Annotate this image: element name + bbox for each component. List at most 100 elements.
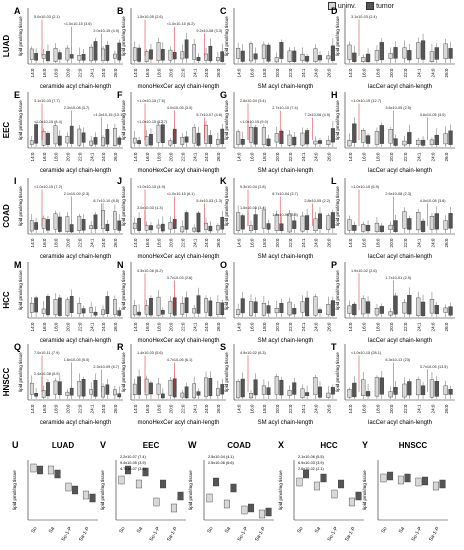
x-tick-label: 26:0 [216,404,221,413]
box-uninv [168,140,173,146]
box-tumor [279,303,284,313]
panel-title: LUAD [52,441,74,450]
box-tumor [72,485,79,495]
box-uninv [374,308,380,316]
box-uninv [361,224,366,232]
box-tumor [93,214,98,230]
x-tick-label: 26:0 [444,404,449,413]
p-value-annotation: 2.8x10-05 (2.2) [304,199,330,203]
box-uninv [249,127,254,143]
box-uninv [29,302,34,313]
box-tumor [266,387,271,395]
box-uninv [53,380,58,395]
box-uninv [41,390,46,398]
box-uninv [287,390,292,396]
x-tick-label: Sa [314,526,322,534]
box-uninv [135,479,142,489]
box-tumor [196,57,201,61]
x-tick-label: So [30,526,38,534]
box-tumor [279,223,284,231]
box-uninv [216,388,220,396]
x-tick-label: 24:0 [204,238,209,247]
box-uninv [402,211,407,229]
box-tumor [160,223,165,232]
x-tick-label: 24:0 [314,404,319,413]
box-uninv [249,225,254,231]
x-tick-label: 22:0 [77,322,82,331]
x-tick-label: 20:0 [275,322,280,331]
box-tumor [379,306,384,314]
x-tick-label: 14:0 [30,404,35,413]
x-tick-label: 14:0 [236,404,241,413]
y-axis-label: lipid pmol/mg tissue [18,100,23,140]
x-tick-label: 22:0 [403,152,408,161]
box-uninv [236,131,241,145]
y-axis-label: lipid pmol/mg tissue [335,16,340,56]
x-tick-label: 26:0 [327,322,332,331]
box-uninv [416,42,421,59]
box-tumor [117,42,122,61]
x-tick-label: So [380,526,388,534]
box-tumor [196,295,201,314]
y-axis-label: lipid pmol/mg tissue [18,16,23,56]
x-tick-label: So-1-P [61,525,74,542]
x-tick-label: 24:1 [192,68,197,77]
box-uninv [65,299,70,316]
box-tumor [93,137,98,145]
box-uninv [361,57,366,62]
x-tick-label: 14:0 [236,322,241,331]
x-tick-label: 24:0 [204,322,209,331]
x-tick-label: 24:0 [430,404,435,413]
x-tick-label: 14:0 [348,322,353,331]
box-uninv [374,50,380,61]
box-tumor [434,305,439,315]
box-tumor [253,127,258,145]
x-axis-label: ceramide acyl chain-length [40,338,111,344]
x-tick-label: 16:0 [145,322,150,331]
box-uninv [192,383,197,399]
x-tick-label: So [296,526,304,534]
box-tumor [137,140,141,145]
box-uninv [168,379,173,396]
x-tick-label: 24:0 [314,68,319,77]
x-tick-label: Sa-1-P [166,525,179,542]
box-uninv [89,140,94,146]
x-tick-label: 14:0 [133,404,138,413]
x-tick-label: 14:0 [236,238,241,247]
box-tumor [34,297,38,313]
p-value-annotation: 5.7x10-07 (4.6) [196,113,222,117]
box-tumor [46,296,50,316]
x-axis-label: ceramide acyl chain-length [40,254,111,260]
box-tumor [105,45,110,61]
p-value-annotation: 9.3x10-04 (2.8) [240,185,266,189]
p-value-annotation: 7.0x10-11 (7.9) [34,351,60,355]
box-uninv [118,475,125,485]
box-uninv [347,389,352,398]
box-tumor [105,129,110,145]
panel-letter: N [117,260,124,270]
box-uninv [144,225,149,231]
box-uninv [144,136,149,146]
box-uninv [156,383,161,395]
box-uninv [77,128,82,146]
box-uninv [168,49,173,61]
box-uninv [168,300,173,314]
box-tumor [57,381,62,395]
box-uninv [296,477,303,487]
x-tick-label: 24:0 [101,238,106,247]
box-uninv [144,378,149,396]
x-tick-label: Sa [136,526,144,534]
box-tumor [266,138,271,146]
box-uninv [429,139,435,145]
y-axis-label: lipid pmol/mg tissue [224,352,229,392]
x-tick-label: 24:1 [89,152,94,161]
box-tumor [160,310,165,315]
box-tumor [184,212,189,230]
box-tumor [407,218,412,230]
box-tumor [352,303,357,316]
box-tumor [434,47,439,60]
x-tick-label: 26:0 [327,68,332,77]
x-axis-label: ceramide acyl chain-length [40,420,111,426]
box-uninv [429,51,435,62]
box-tumor [240,139,245,145]
